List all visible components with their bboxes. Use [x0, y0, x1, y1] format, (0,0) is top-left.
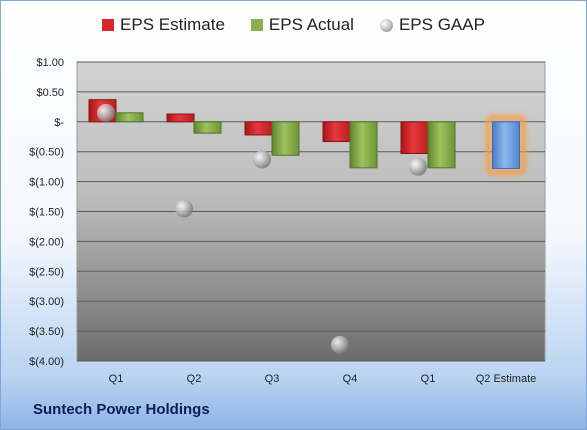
y-tick-label: $(3.00)	[29, 296, 64, 308]
x-tick-label: Q3	[265, 373, 280, 385]
bar-eps-actual	[427, 121, 456, 169]
legend-label-eps-estimate: EPS Estimate	[120, 15, 225, 34]
legend-item-eps-gaap: EPS GAAP	[379, 15, 485, 35]
y-tick-label: $-	[54, 117, 64, 129]
bar-eps-actual	[115, 112, 144, 123]
legend: EPS Estimate EPS Actual EPS GAAP	[1, 15, 586, 35]
y-tick-label: $(3.50)	[29, 326, 64, 338]
eps-gaap-sphere	[175, 199, 193, 218]
legend-label-eps-actual: EPS Actual	[268, 15, 354, 34]
y-tick-label: $(0.50)	[29, 147, 64, 159]
x-tick-label: Q2	[187, 373, 202, 385]
eps-gaap-sphere	[409, 157, 427, 176]
x-tick-label: Q4	[343, 373, 358, 385]
eps-gaap-sphere	[253, 150, 271, 169]
legend-swatch-eps-estimate	[102, 19, 115, 31]
y-tick-label: $0.50	[36, 87, 64, 99]
x-tick-label: Q2 Estimate	[476, 373, 537, 385]
x-tick-label: Q1	[109, 373, 124, 385]
bar-eps-estimate	[322, 121, 351, 143]
bar-q2-estimate	[492, 121, 520, 169]
bar-eps-actual	[271, 121, 300, 156]
bar-eps-estimate	[400, 121, 429, 154]
y-tick-label: $1.00	[36, 57, 64, 69]
legend-item-eps-actual: EPS Actual	[250, 15, 354, 35]
eps-gaap-sphere	[331, 335, 349, 354]
y-tick-label: $(2.50)	[29, 266, 64, 278]
y-tick-label: $(4.00)	[29, 356, 64, 368]
bar-eps-actual	[193, 121, 222, 134]
company-name: Suntech Power Holdings	[33, 401, 210, 418]
bar-eps-estimate	[244, 121, 273, 136]
bar-eps-estimate	[166, 113, 195, 123]
legend-sphere-eps-gaap	[379, 18, 393, 32]
y-tick-label: $(1.50)	[29, 207, 64, 219]
y-tick-label: $(1.00)	[29, 177, 64, 189]
bar-eps-actual	[349, 121, 378, 169]
bar-highlight-glow	[486, 115, 526, 175]
x-tick-label: Q1	[421, 373, 436, 385]
legend-item-eps-estimate: EPS Estimate	[102, 15, 225, 35]
eps-gaap-sphere	[97, 103, 115, 122]
y-tick-label: $(2.00)	[29, 236, 64, 248]
legend-label-eps-gaap: EPS GAAP	[398, 15, 485, 34]
legend-swatch-eps-actual	[250, 19, 263, 31]
